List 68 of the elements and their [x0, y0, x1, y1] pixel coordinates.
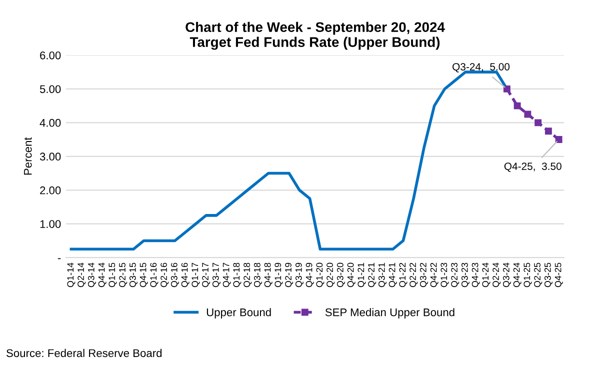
x-tick-label: Q3-21: [378, 262, 386, 288]
point: [503, 85, 510, 92]
annotation: Q3-24, 5.00: [452, 63, 510, 72]
x-tick-label: Q3-14: [88, 262, 96, 288]
x-tick-label: Q2-16: [160, 262, 169, 288]
x-tick-label: Q1-14: [67, 262, 76, 288]
x-tick-label: Q1-17: [192, 262, 200, 288]
x-tick-label: Q4-25: [554, 262, 563, 288]
x-tick-label: Q2-25: [534, 262, 542, 288]
x-tick-label: Q4-17: [222, 262, 231, 288]
x-tick-label: Q2-19: [285, 262, 294, 288]
x-tick-label: Q4-20: [347, 262, 356, 288]
x-tick-label: Q3-17: [212, 262, 220, 288]
y-tick-label: 5.00: [40, 85, 61, 94]
legend-label: SEP Median Upper Bound: [325, 308, 454, 318]
point: [555, 136, 562, 144]
x-tick-label: Q3-22: [420, 262, 428, 288]
x-tick-label: Q1-20: [316, 262, 324, 288]
x-tick-label: Q3-20: [336, 262, 345, 288]
y-axis-title: Percent: [24, 137, 32, 175]
x-tick-label: Q3-15: [129, 262, 138, 288]
x-tick-label: Q2-15: [119, 262, 128, 288]
x-tick-label: Q4-23: [472, 262, 480, 288]
x-tick-label: Q1-18: [233, 262, 242, 288]
x-tick-label: Q3-16: [170, 262, 179, 288]
x-tick-label: Q1-21: [358, 262, 366, 288]
y-tick-label: 2.00: [40, 186, 61, 194]
legend-label: Upper Bound: [206, 308, 271, 318]
x-tick-label: Q4-24: [513, 262, 522, 288]
x-tick-label: Q1-15: [108, 262, 117, 288]
x-tick-label: Q3-23: [461, 262, 470, 288]
point: [544, 128, 552, 135]
x-tick-label: Q4-18: [264, 262, 272, 288]
x-tick-label: Q2-18: [244, 262, 252, 288]
y-tick-label: 6.00: [40, 51, 61, 60]
x-tick-label: Q2-17: [202, 262, 210, 288]
chart-title: Chart of the Week - September 20, 2024 Target Fed Funds Rate (Upper Bound): [186, 22, 445, 50]
x-tick-label: Q4-14: [98, 262, 106, 288]
y-tick-label: 1.00: [40, 220, 61, 228]
x-tick-label: Q1-22: [399, 262, 408, 288]
y-tick-label: 3.00: [40, 152, 61, 161]
x-tick-label: Q2-14: [78, 262, 86, 288]
x-tick-label: Q4-22: [430, 262, 438, 288]
x-tick-label: Q1-19: [274, 262, 283, 288]
x-tick-label: Q1-16: [150, 262, 158, 288]
x-tick-label: Q1-24: [482, 262, 490, 288]
x-tick-label: Q1-25: [524, 262, 532, 288]
point: [524, 110, 532, 118]
x-tick-label: Q4-19: [306, 262, 314, 288]
x-tick-label: Q4-15: [140, 262, 148, 288]
point: [514, 102, 521, 110]
x-tick-label: Q3-19: [295, 262, 304, 288]
x-tick-label: Q4-16: [181, 262, 190, 288]
x-tick-label: Q2-21: [368, 262, 376, 288]
x-tick-label: Q4-21: [388, 262, 397, 288]
y-tick-label: -: [58, 258, 61, 260]
x-tick-label: Q2-23: [451, 262, 460, 288]
x-tick-label: Q2-24: [492, 262, 501, 288]
x-tick-label: Q3-24: [502, 262, 511, 288]
x-tick-label: Q3-25: [544, 262, 552, 288]
annotation: Q4-25, 3.50: [504, 162, 562, 172]
y-tick-label: 4.00: [40, 118, 61, 127]
x-tick-label: Q3-18: [254, 262, 262, 288]
x-tick-label: Q2-20: [326, 262, 335, 288]
x-tick-label: Q1-23: [440, 262, 449, 288]
x-tick-label: Q2-22: [410, 262, 418, 288]
source-note: Source: Federal Reserve Board: [6, 348, 162, 358]
point: [534, 119, 542, 126]
